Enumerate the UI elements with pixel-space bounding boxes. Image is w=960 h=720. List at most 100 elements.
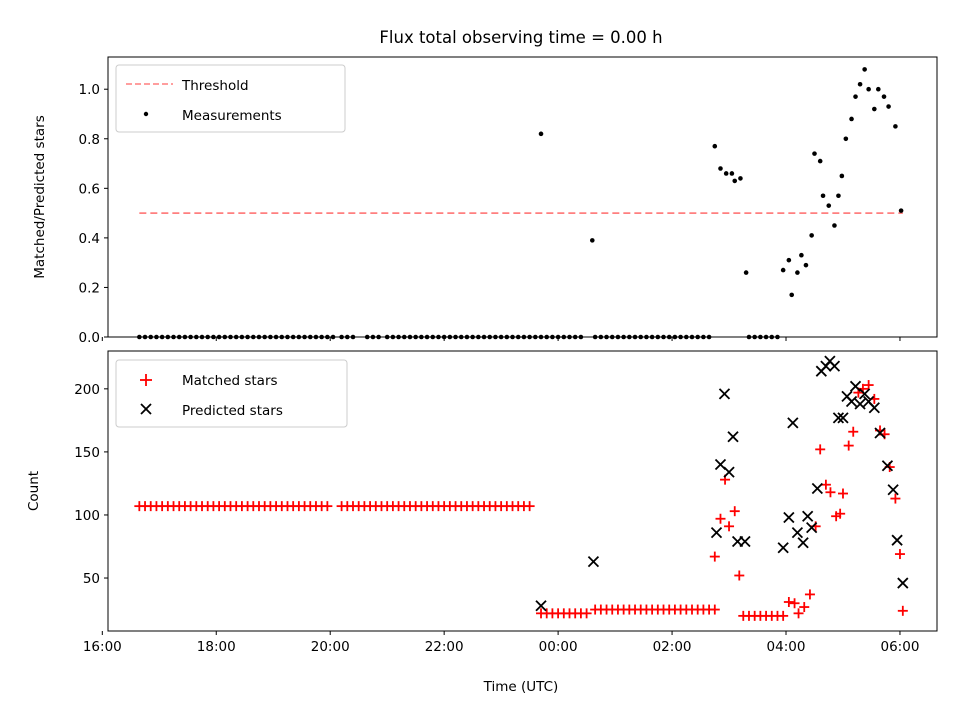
predicted-star-mark: [811, 482, 823, 495]
measurement-point: [729, 171, 735, 176]
matched-star-point: [815, 444, 826, 455]
predicted-star-point: [783, 511, 795, 524]
matched-star-point: [835, 508, 846, 519]
legend-threshold-label: Threshold: [181, 78, 249, 94]
measurement-point: [836, 193, 841, 199]
measurement-point: [839, 173, 845, 179]
predicted-star-mark: [874, 427, 886, 439]
predicted-star-mark: [891, 534, 903, 546]
predicted-star-point: [828, 360, 841, 372]
measurement-point: [872, 106, 877, 112]
bottom-legend-box: [115, 359, 348, 428]
predicted-star-mark: [791, 526, 804, 539]
bottom-x-ticks: 16:00 18:00 20:00 22:00 00:00 02:00 04:00 06:00: [83, 631, 919, 655]
y-tick-label: 0.8: [79, 132, 100, 148]
x-axis-label: Time (UTC): [483, 679, 559, 695]
top-y-axis-label: Matched/Predicted stars: [32, 115, 48, 278]
measurement-point: [826, 203, 832, 208]
predicted-star-mark: [828, 360, 841, 372]
predicted-star-point: [806, 521, 818, 534]
matched-star-point: [734, 570, 745, 581]
y-tick-label: 0.6: [79, 181, 100, 197]
predicted-star-point: [710, 526, 723, 539]
matched-star-point: [783, 596, 794, 607]
measurement-point: [843, 136, 849, 142]
x-tick-label: 16:00: [83, 639, 122, 655]
top-x-ticks: [101, 337, 901, 341]
predicted-star-mark: [806, 521, 818, 534]
predicted-star-mark: [802, 510, 814, 522]
predicted-star-point: [718, 388, 731, 400]
bottom-plot-content: [134, 355, 909, 621]
top-y-ticks: 0.0 0.2 0.4 0.6 0.8 1.0: [79, 82, 108, 346]
predicted-star-mark: [710, 526, 723, 539]
predicted-star-mark: [535, 600, 547, 612]
predicted-star-point: [797, 537, 809, 549]
predicted-star-point: [787, 417, 799, 429]
legend-matched-swatch: [140, 374, 152, 386]
legend-predicted-label: Predicted stars: [182, 403, 283, 419]
bottom-y-ticks: 50 100 150 200: [74, 382, 108, 587]
measurement-point: [538, 131, 544, 137]
predicted-star-mark: [797, 537, 809, 549]
predicted-star-point: [874, 427, 886, 439]
measurement-point: [589, 238, 595, 243]
predicted-star-point: [854, 398, 866, 410]
matched-star-point: [848, 426, 859, 437]
measurement-point: [786, 257, 792, 263]
matched-star-point: [894, 549, 905, 560]
y-tick-label: 200: [74, 382, 100, 398]
predicted-star-point: [849, 380, 862, 392]
x-tick-label: 00:00: [539, 639, 578, 655]
measurement-point: [857, 81, 863, 87]
measurement-point: [862, 67, 867, 72]
measurement-point: [898, 208, 904, 213]
predicted-star-mark: [897, 577, 909, 589]
predicted-star-point: [832, 412, 845, 424]
predicted-star-mark: [862, 395, 875, 408]
predicted-star-point: [837, 412, 849, 424]
matched-star-point: [863, 380, 874, 391]
matched-star-point: [897, 605, 908, 616]
predicted-star-mark: [854, 398, 866, 410]
y-tick-label: 0.0: [79, 330, 100, 346]
measurement-point: [809, 233, 814, 238]
measurement-point: [799, 252, 804, 258]
matched-star-point: [820, 479, 831, 490]
predicted-star-mark: [832, 412, 845, 424]
measurement-point: [853, 94, 858, 99]
bottom-y-axis-label: Count: [26, 471, 42, 511]
measurement-point: [789, 292, 795, 298]
matched-star-point: [729, 506, 740, 517]
matched-star-point: [789, 598, 800, 609]
measurement-point: [780, 267, 786, 273]
x-tick-label: 04:00: [767, 639, 806, 655]
predicted-star-point: [845, 395, 858, 408]
matched-star-point: [322, 501, 333, 512]
measurement-point: [738, 176, 743, 181]
predicted-star-point: [811, 482, 823, 495]
measurement-point: [817, 158, 823, 164]
figure-title: Flux total observing time = 0.00 h: [379, 28, 662, 47]
predicted-star-mark: [887, 484, 899, 496]
matched-star-point: [793, 608, 804, 619]
matched-star-point: [837, 488, 848, 499]
predicted-star-mark: [587, 555, 600, 568]
x-tick-label: 20:00: [311, 639, 350, 655]
predicted-star-mark: [859, 388, 871, 400]
predicted-star-mark: [723, 466, 735, 478]
predicted-star-point: [868, 402, 880, 414]
x-tick-label: 22:00: [425, 639, 464, 655]
predicted-star-point: [859, 388, 871, 400]
measurement-point: [881, 94, 887, 99]
measurement-point: [893, 124, 898, 129]
x-tick-label: 02:00: [653, 639, 692, 655]
matched-star-point: [799, 602, 810, 613]
measurement-point: [832, 223, 837, 228]
measurement-point: [820, 193, 826, 199]
legend-matched-label: Matched stars: [182, 373, 278, 389]
predicted-star-mark: [777, 542, 789, 554]
matched-star-point: [804, 589, 815, 600]
predicted-star-point: [587, 555, 600, 568]
measurement-point: [876, 86, 881, 92]
